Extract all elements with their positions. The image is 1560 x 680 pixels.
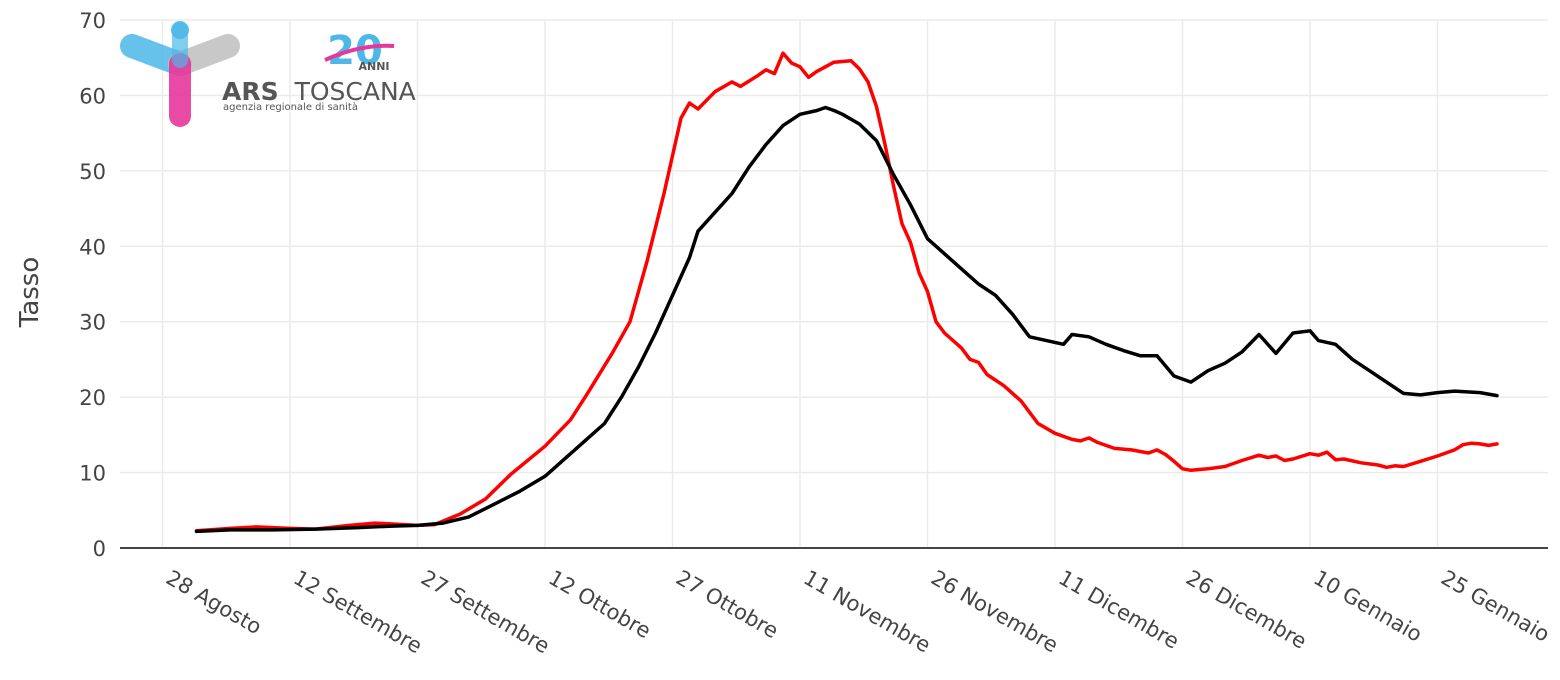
logo-anniversary-label: ANNI [358,60,389,73]
x-tick-label: 12 Settembre [290,566,427,659]
y-tick-label: 50 [79,160,106,184]
logo-name-bold: ARS [222,77,279,106]
y-axis-title: Tasso [15,257,45,329]
y-tick-label: 10 [79,462,106,486]
series-line-1 [194,51,1499,533]
series-line-2 [194,105,1499,534]
x-tick-label: 11 Novembre [800,566,935,658]
logo-subtitle: agenzia regionale di sanità [223,101,358,113]
x-tick-label: 26 Novembre [927,566,1062,658]
x-tick-label: 27 Settembre [417,566,554,659]
logo-y-symbol-icon [120,21,240,127]
x-tick-label: 25 Gennaio [1437,566,1554,647]
y-tick-label: 60 [79,84,106,108]
logo-name: ARS TOSCANA [222,77,416,106]
series-layer [194,51,1499,534]
x-tick-label: 27 Ottobre [672,566,782,644]
logo-name-light: TOSCANA [294,77,416,106]
x-tick-label: 12 Ottobre [545,566,655,644]
x-tick-label: 10 Gennaio [1310,566,1427,647]
y-tick-label: 70 [79,9,106,33]
y-tick-label: 0 [93,537,106,561]
x-tick-label: 28 Agosto [162,566,266,640]
x-tick-label: 26 Dicembre [1182,566,1311,654]
y-tick-label: 40 [79,235,106,259]
y-tick-label: 30 [79,311,106,335]
logo-anniversary-swoosh [324,43,395,62]
ars-toscana-logo: 20 ANNI ARS TOSCANA agenzia regionale di… [120,21,416,127]
x-tick-label: 11 Dicembre [1055,566,1184,654]
y-tick-labels: 0 10 20 30 40 50 60 70 [79,9,106,561]
gridlines [120,19,1548,548]
y-tick-label: 20 [79,386,106,410]
